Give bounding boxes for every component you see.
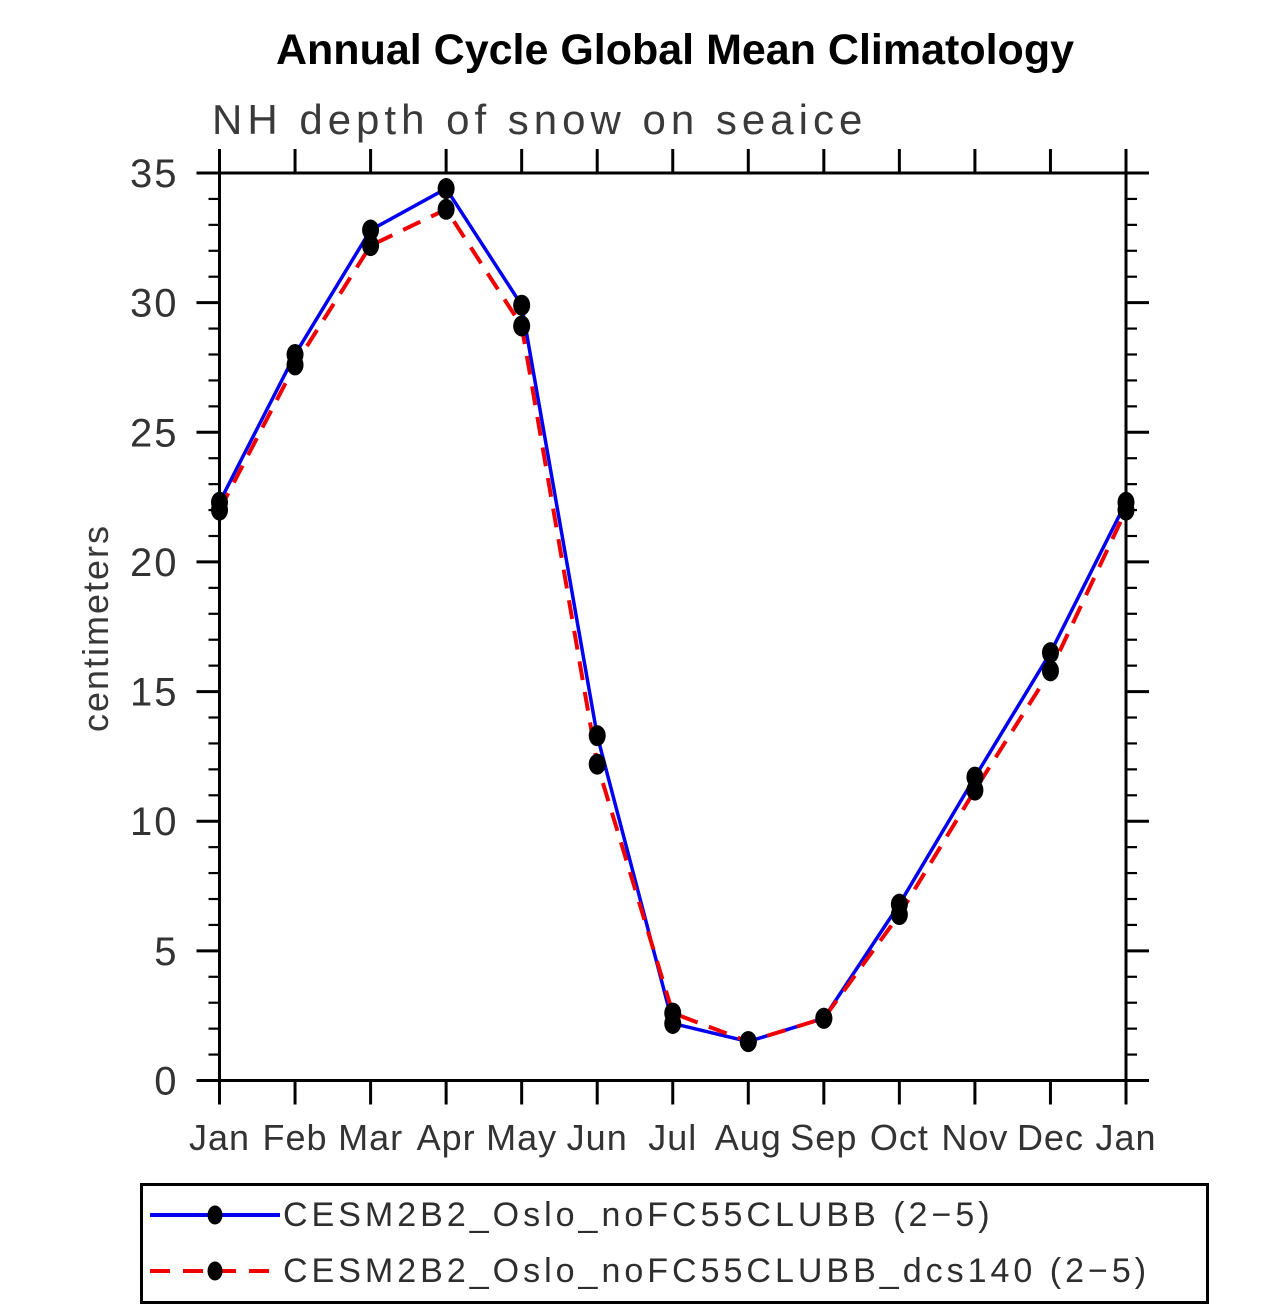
data-point-series-1 <box>815 1007 833 1029</box>
x-tick-label: Jan <box>1095 1117 1156 1158</box>
y-tick-label: 25 <box>130 411 179 455</box>
y-tick-label: 15 <box>130 671 179 715</box>
legend-line-sample-dashed <box>150 1261 280 1281</box>
y-tick-label: 0 <box>154 1060 178 1104</box>
legend-marker-dot <box>207 1205 223 1225</box>
x-tick-label: Jul <box>648 1117 697 1158</box>
legend-line-sample-solid <box>150 1205 280 1225</box>
data-point-series-0 <box>588 725 606 747</box>
x-tick-label: May <box>486 1117 557 1158</box>
data-point-series-0 <box>513 294 531 316</box>
legend-box: CESM2B2_Oslo_noFC55CLUBB (2−5) CESM2B2_O… <box>140 1183 1209 1304</box>
legend-label-series-0: CESM2B2_Oslo_noFC55CLUBB (2−5) <box>283 1196 994 1234</box>
data-point-series-1 <box>664 1002 682 1024</box>
x-tick-label: Nov <box>941 1117 1008 1158</box>
data-point-series-1 <box>890 904 908 926</box>
x-tick-label: Feb <box>263 1117 328 1158</box>
y-tick-label: 35 <box>130 152 179 196</box>
data-point-series-1 <box>588 753 606 775</box>
chart-title: Annual Cycle Global Mean Climatology <box>275 26 1075 74</box>
x-tick-label: Oct <box>870 1117 929 1158</box>
data-point-series-1 <box>1117 499 1135 521</box>
legend-entry-series-0: CESM2B2_Oslo_noFC55CLUBB (2−5) <box>147 1196 994 1234</box>
y-tick-label: 20 <box>130 541 179 585</box>
legend-label-series-1: CESM2B2_Oslo_noFC55CLUBB_dcs140 (2−5) <box>283 1252 1151 1290</box>
data-point-series-1 <box>211 499 228 521</box>
x-tick-label: Sep <box>790 1117 857 1158</box>
data-point-series-1 <box>1041 660 1059 682</box>
data-point-series-0 <box>1041 642 1059 664</box>
data-point-series-1 <box>966 779 984 801</box>
axes-frame <box>218 171 1128 1082</box>
y-tick-label: 10 <box>130 800 179 844</box>
data-point-series-1 <box>513 315 531 337</box>
x-tick-label: Jan <box>189 1117 250 1158</box>
x-tick-label: Jun <box>567 1117 628 1158</box>
chart-subtitle: NH depth of snow on seaice <box>212 96 868 143</box>
legend-entry-series-1: CESM2B2_Oslo_noFC55CLUBB_dcs140 (2−5) <box>147 1252 1151 1290</box>
y-tick-label: 30 <box>130 282 179 326</box>
x-tick-label: Apr <box>417 1117 476 1158</box>
series-line-0 <box>217 186 1128 1044</box>
y-tick-label: 5 <box>154 930 178 974</box>
x-tick-label: Mar <box>338 1117 403 1158</box>
data-point-series-1 <box>362 235 380 257</box>
data-point-series-0 <box>437 178 455 200</box>
data-point-series-1 <box>739 1031 757 1053</box>
x-tick-label: Aug <box>715 1117 782 1158</box>
legend-marker-dot <box>207 1261 223 1281</box>
data-point-series-0 <box>362 219 380 241</box>
data-point-series-1 <box>286 354 304 376</box>
data-point-series-1 <box>437 198 455 220</box>
series-line-1 <box>217 206 1128 1044</box>
x-tick-label: Dec <box>1017 1117 1084 1158</box>
